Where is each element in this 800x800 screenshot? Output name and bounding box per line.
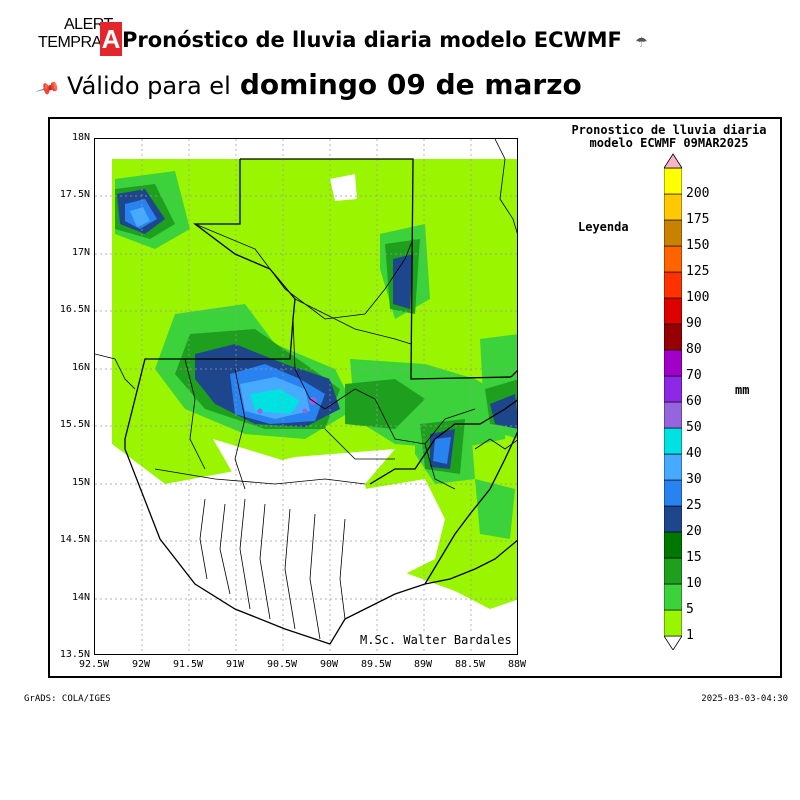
page-title: Pronóstico de lluvia diaria modelo ECWMF… <box>122 28 648 52</box>
y-tick-label: 14N <box>71 592 90 603</box>
color-scale-cell <box>664 219 682 247</box>
color-scale-cell <box>664 153 682 169</box>
color-scale-level-label: 30 <box>686 472 702 487</box>
x-tick-label: 88.5W <box>454 659 486 670</box>
color-scale-level-label: 5 <box>686 602 694 617</box>
color-scale-cell <box>664 635 682 650</box>
x-tick-label: 91.5W <box>172 659 204 670</box>
color-scale-bar <box>664 153 682 650</box>
dry-area <box>365 479 445 579</box>
valid-date-line: 📌 Válido para el domingo 09 de marzo <box>34 68 582 102</box>
x-tick-label: 89.5W <box>360 659 392 670</box>
color-scale-level-label: 150 <box>686 238 710 253</box>
y-tick-label: 16N <box>71 362 90 373</box>
footer-timestamp: 2025-03-03-04:30 <box>701 694 788 704</box>
color-scale-cell <box>664 531 682 559</box>
rainfall-map <box>94 138 518 655</box>
color-scale-level-label: 200 <box>686 186 710 201</box>
color-scale-cell <box>664 427 682 455</box>
color-scale-level-label: 20 <box>686 524 702 539</box>
rain-area-50mm <box>257 408 263 414</box>
color-scale-cell <box>664 583 682 611</box>
x-tick-label: 92W <box>131 659 151 670</box>
rain-cloud-icon: ☂ <box>635 35 648 51</box>
y-tick-label: 13.5N <box>59 649 90 660</box>
coastline <box>95 139 517 450</box>
map-frame <box>48 117 782 678</box>
logo-text-bottom: TEMPRAN <box>38 34 113 51</box>
color-scale-cell <box>664 349 682 377</box>
color-scale-cell <box>664 453 682 481</box>
gridlines <box>95 139 517 654</box>
color-scale-level-label: 80 <box>686 342 702 357</box>
color-scale-cell <box>664 609 682 637</box>
pushpin-icon: 📌 <box>34 75 62 102</box>
color-scale-level-label: 90 <box>686 316 702 331</box>
x-tick-label: 90.5W <box>266 659 298 670</box>
legend-title-line2: modelo ECWMF 09MAR2025 <box>589 136 749 150</box>
y-tick-label: 14.5N <box>59 534 90 545</box>
alerta-temprana-logo: ALERT TEMPRAN A <box>38 16 124 60</box>
color-scale-level-label: 25 <box>686 498 702 513</box>
color-scale-cell <box>664 479 682 507</box>
color-scale-cell <box>664 401 682 429</box>
color-scale-cell <box>664 193 682 221</box>
color-scale-cell <box>664 323 682 351</box>
logo-letter-a: A <box>100 22 122 56</box>
y-tick-label: 15N <box>71 477 90 488</box>
color-scale-level-label: 175 <box>686 212 710 227</box>
color-scale-level-label: 50 <box>686 420 702 435</box>
x-tick-label: 91W <box>225 659 245 670</box>
rain-area-10mm <box>345 379 425 429</box>
dry-area <box>213 439 345 504</box>
rainfall-map-svg <box>95 139 517 654</box>
legend-label: Leyenda <box>578 220 629 234</box>
valid-date: domingo 09 de marzo <box>239 68 582 101</box>
color-scale-cell <box>664 375 682 403</box>
color-scale-cell <box>664 271 682 299</box>
color-scale-level-label: 40 <box>686 446 702 461</box>
color-scale-cell <box>664 557 682 585</box>
legend-unit: mm <box>735 383 750 397</box>
rain-area-50mm <box>302 408 308 414</box>
color-scale-cell <box>664 245 682 273</box>
color-scale-level-label: 1 <box>686 628 694 643</box>
y-tick-label: 17N <box>71 247 90 258</box>
color-scale-cell <box>664 297 682 325</box>
color-scale-cell <box>664 505 682 533</box>
dry-area <box>112 444 165 494</box>
x-tick-label: 88W <box>507 659 527 670</box>
color-scale-level-label: 100 <box>686 290 710 305</box>
department-borders <box>154 223 476 640</box>
color-scale-level-label: 60 <box>686 394 702 409</box>
color-scale-level-label: 10 <box>686 576 702 591</box>
color-scale-level-label: 70 <box>686 368 702 383</box>
legend-title-line1: Pronostico de lluvia diaria <box>571 123 767 137</box>
color-scale-level-label: 125 <box>686 264 710 279</box>
y-tick-label: 16.5N <box>59 304 90 315</box>
valid-date-prefix: Válido para el <box>67 72 231 100</box>
y-tick-label: 15.5N <box>59 419 90 430</box>
rain-area-5mm <box>475 479 515 539</box>
author-credit: M.Sc. Walter Bardales <box>358 633 514 647</box>
dry-area <box>145 609 185 639</box>
y-tick-label: 18N <box>71 132 90 143</box>
rain-area-20mm <box>490 394 517 429</box>
footer-software: GrADS: COLA/IGES <box>24 694 111 704</box>
x-tick-label: 92.5W <box>78 659 110 670</box>
x-tick-label: 89W <box>413 659 433 670</box>
dry-area <box>330 174 357 201</box>
color-scale-cell <box>664 167 682 195</box>
rain-area-25mm <box>433 437 451 464</box>
color-scale-level-label: 15 <box>686 550 702 565</box>
y-tick-label: 17.5N <box>59 189 90 200</box>
legend-title: Pronostico de lluvia diaria modelo ECWMF… <box>562 124 776 150</box>
dry-area <box>235 609 270 639</box>
page-title-text: Pronóstico de lluvia diaria modelo ECWMF <box>122 28 622 52</box>
rain-area-20mm <box>393 254 413 309</box>
x-tick-label: 90W <box>319 659 339 670</box>
rain-area-30mm <box>130 207 150 227</box>
dry-area <box>112 619 135 654</box>
rain-area-40mm <box>250 389 300 414</box>
